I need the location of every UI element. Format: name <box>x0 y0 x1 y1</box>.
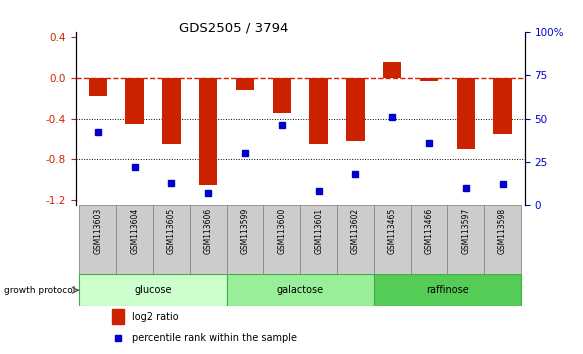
Bar <box>153 205 190 274</box>
Text: GSM113604: GSM113604 <box>130 208 139 254</box>
Bar <box>410 205 447 274</box>
Bar <box>493 78 512 134</box>
Bar <box>383 62 402 78</box>
Bar <box>116 205 153 274</box>
Bar <box>374 205 410 274</box>
Bar <box>190 205 227 274</box>
Text: galactose: galactose <box>277 285 324 295</box>
Text: GSM113603: GSM113603 <box>93 208 103 254</box>
Bar <box>79 274 227 306</box>
Bar <box>337 205 374 274</box>
Text: GSM113466: GSM113466 <box>424 208 434 254</box>
Bar <box>236 78 254 90</box>
Bar <box>79 205 116 274</box>
Text: GSM113602: GSM113602 <box>351 208 360 254</box>
Text: GSM113465: GSM113465 <box>388 208 397 254</box>
Bar <box>89 78 107 96</box>
Bar <box>346 78 364 141</box>
Text: log2 ratio: log2 ratio <box>132 312 178 322</box>
Bar <box>300 205 337 274</box>
Text: GDS2505 / 3794: GDS2505 / 3794 <box>178 21 288 34</box>
Text: glucose: glucose <box>134 285 172 295</box>
Bar <box>264 205 300 274</box>
Text: GSM113599: GSM113599 <box>241 208 250 254</box>
Bar <box>310 78 328 144</box>
Bar <box>447 205 484 274</box>
Text: percentile rank within the sample: percentile rank within the sample <box>132 333 297 343</box>
Bar <box>484 205 521 274</box>
Bar <box>112 309 124 324</box>
Bar <box>374 274 521 306</box>
Bar <box>162 78 181 144</box>
Text: GSM113605: GSM113605 <box>167 208 176 254</box>
Text: growth protocol: growth protocol <box>3 286 75 295</box>
Bar <box>199 78 217 185</box>
Bar <box>125 78 144 124</box>
Bar <box>273 78 291 113</box>
Bar <box>456 78 475 149</box>
Text: GSM113600: GSM113600 <box>278 208 286 254</box>
Text: GSM113598: GSM113598 <box>498 208 507 254</box>
Text: GSM113601: GSM113601 <box>314 208 323 254</box>
Bar <box>420 78 438 81</box>
Text: GSM113606: GSM113606 <box>203 208 213 254</box>
Bar <box>227 274 374 306</box>
Text: GSM113597: GSM113597 <box>461 208 470 254</box>
Bar <box>227 205 264 274</box>
Text: raffinose: raffinose <box>426 285 469 295</box>
